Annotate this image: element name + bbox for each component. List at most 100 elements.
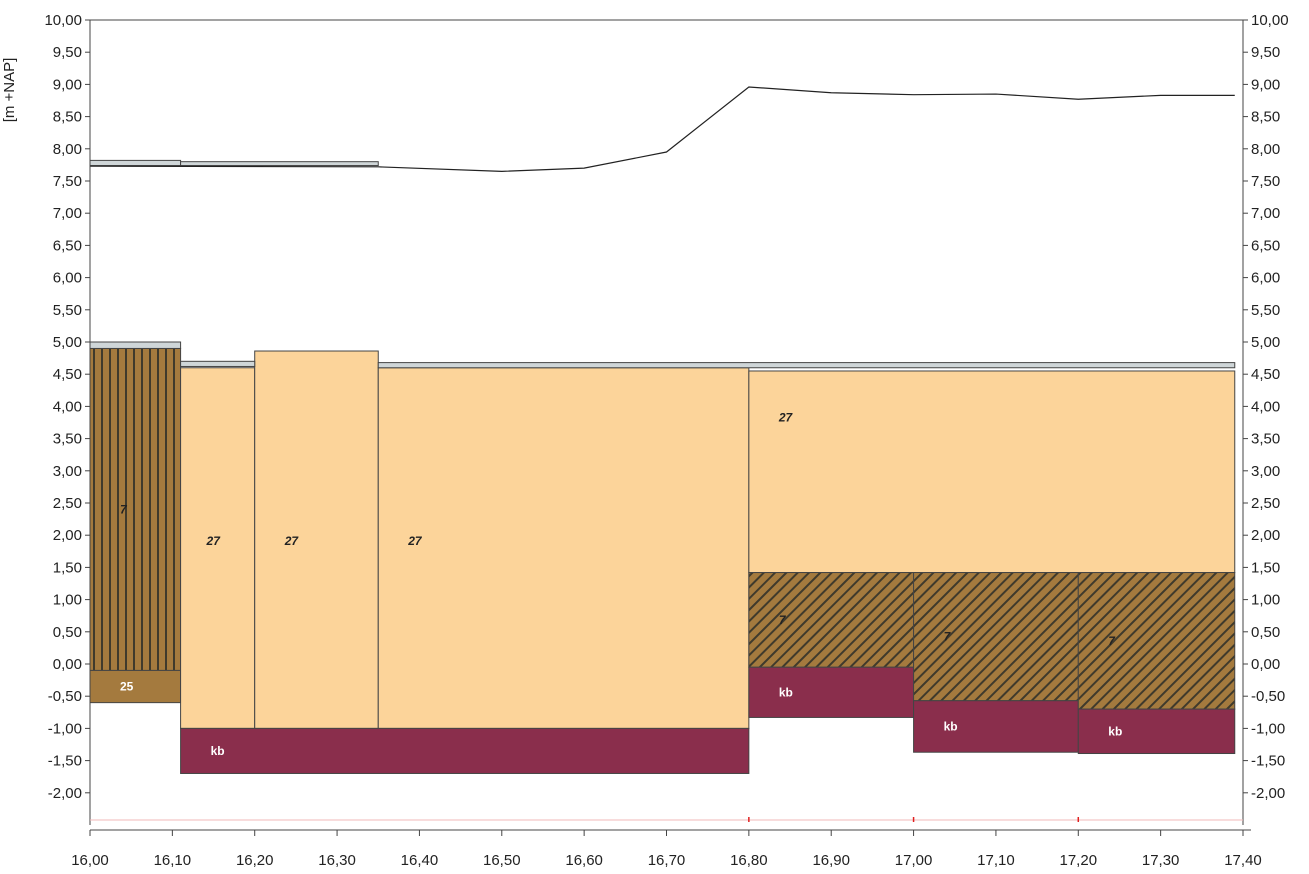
y-tick-label-right-16: 2,00 bbox=[1251, 527, 1280, 544]
y-tick-label-left-9: 5,50 bbox=[53, 302, 82, 319]
soil-layer-10 bbox=[913, 700, 1079, 753]
x-tick-label-12: 17,20 bbox=[1060, 852, 1098, 869]
y-tick-label-left-4: 8,00 bbox=[53, 141, 82, 158]
y-tick-label-right-2: 9,00 bbox=[1251, 76, 1280, 93]
y-tick-label-right-10: 5,00 bbox=[1251, 334, 1280, 351]
soil-layer-9 bbox=[913, 572, 1079, 702]
x-tick-label-7: 16,70 bbox=[648, 852, 686, 869]
y-tick-label-right-3: 8,50 bbox=[1251, 109, 1280, 126]
y-tick-label-left-14: 3,00 bbox=[53, 463, 82, 480]
y-tick-label-right-6: 7,00 bbox=[1251, 205, 1280, 222]
y-tick-label-left-8: 6,00 bbox=[53, 270, 82, 287]
thin-strip-4 bbox=[377, 362, 1236, 369]
y-tick-label-left-15: 2,50 bbox=[53, 495, 82, 512]
y-tick-label-left-3: 8,50 bbox=[53, 109, 82, 126]
soil-layer-1 bbox=[89, 669, 182, 704]
thin-strips bbox=[89, 159, 1236, 369]
x-tick-label-0: 16,00 bbox=[71, 852, 109, 869]
x-tick-label-4: 16,40 bbox=[401, 852, 439, 869]
y-tick-label-left-19: 0,50 bbox=[53, 624, 82, 641]
y-tick-label-right-1: 9,50 bbox=[1251, 44, 1280, 61]
soil-layer-6 bbox=[748, 370, 1236, 574]
y-tick-label-left-0: 10,00 bbox=[44, 12, 82, 29]
x-tick-label-3: 16,30 bbox=[318, 852, 356, 869]
y-tick-label-right-5: 7,50 bbox=[1251, 173, 1280, 190]
soil-layer-7 bbox=[748, 572, 915, 668]
y-tick-label-left-21: -0,50 bbox=[48, 688, 82, 705]
soil-layer-2 bbox=[180, 367, 256, 729]
soil-layer-3 bbox=[254, 350, 379, 729]
layer-label-12: kb bbox=[1108, 724, 1122, 738]
surface-line bbox=[89, 86, 1235, 172]
y-tick-label-right-12: 4,00 bbox=[1251, 398, 1280, 415]
y-tick-label-left-1: 9,50 bbox=[53, 44, 82, 61]
y-tick-label-right-18: 1,00 bbox=[1251, 592, 1280, 609]
soil-layers bbox=[89, 347, 1236, 774]
layer-label-11: 7 bbox=[1108, 634, 1116, 648]
y-tick-label-right-24: -2,00 bbox=[1251, 785, 1285, 802]
layer-label-8: kb bbox=[779, 685, 793, 699]
y-tick-label-left-10: 5,00 bbox=[53, 334, 82, 351]
layer-labels: 7 25 27 27 27 kb 27 7 kb 7 kb 7 kb bbox=[120, 410, 1122, 758]
y-tick-label-right-7: 6,50 bbox=[1251, 237, 1280, 254]
x-tick-label-6: 16,60 bbox=[565, 852, 603, 869]
layer-label-1: 25 bbox=[120, 680, 134, 694]
x-tick-label-11: 17,10 bbox=[977, 852, 1015, 869]
y-tick-label-left-7: 6,50 bbox=[53, 237, 82, 254]
y-tick-label-left-6: 7,00 bbox=[53, 205, 82, 222]
y-tick-label-left-16: 2,00 bbox=[53, 527, 82, 544]
y-tick-label-left-2: 9,00 bbox=[53, 76, 82, 93]
y-tick-label-right-11: 4,50 bbox=[1251, 366, 1280, 383]
soil-layer-0 bbox=[89, 347, 182, 671]
y-tick-label-right-21: -0,50 bbox=[1251, 688, 1285, 705]
y-tick-label-left-12: 4,00 bbox=[53, 398, 82, 415]
layer-label-6: 27 bbox=[778, 410, 794, 424]
y-tick-label-left-22: -1,00 bbox=[48, 720, 82, 737]
y-tick-label-right-14: 3,00 bbox=[1251, 463, 1280, 480]
y-tick-label-right-22: -1,00 bbox=[1251, 720, 1285, 737]
thin-strip-3 bbox=[180, 360, 256, 367]
y-tick-label-right-0: 10,00 bbox=[1251, 12, 1289, 29]
surface-line-group bbox=[89, 86, 1235, 172]
layer-label-4: 27 bbox=[407, 534, 423, 548]
layer-label-2: 27 bbox=[206, 534, 222, 548]
thin-strip-0 bbox=[89, 159, 182, 167]
x-tick-label-1: 16,10 bbox=[154, 852, 192, 869]
thin-strip-2 bbox=[89, 341, 182, 349]
layer-label-9: 7 bbox=[944, 630, 952, 644]
axes: 10,00 10,00 9,50 9,50 9,00 9,00 8,50 8,50 8,00 8,… bbox=[44, 12, 1288, 869]
x-tick-label-10: 17,00 bbox=[895, 852, 933, 869]
layer-label-7: 7 bbox=[779, 613, 787, 627]
y-tick-label-right-17: 1,50 bbox=[1251, 559, 1280, 576]
y-axis-title: [m +NAP] bbox=[1, 58, 18, 123]
layer-label-5: kb bbox=[211, 744, 225, 758]
x-tick-label-13: 17,30 bbox=[1142, 852, 1180, 869]
x-tick-label-8: 16,80 bbox=[730, 852, 768, 869]
y-tick-label-right-4: 8,00 bbox=[1251, 141, 1280, 158]
soil-layer-4 bbox=[377, 367, 750, 729]
y-tick-label-left-11: 4,50 bbox=[53, 366, 82, 383]
y-tick-label-left-17: 1,50 bbox=[53, 559, 82, 576]
y-tick-label-left-23: -1,50 bbox=[48, 753, 82, 770]
y-tick-label-right-15: 2,50 bbox=[1251, 495, 1280, 512]
y-tick-label-left-24: -2,00 bbox=[48, 785, 82, 802]
soil-layer-11 bbox=[1077, 572, 1236, 710]
y-tick-label-left-18: 1,00 bbox=[53, 592, 82, 609]
layer-label-3: 27 bbox=[284, 534, 300, 548]
x-tick-label-5: 16,50 bbox=[483, 852, 521, 869]
y-tick-label-right-13: 3,50 bbox=[1251, 431, 1280, 448]
y-tick-label-left-13: 3,50 bbox=[53, 431, 82, 448]
y-tick-label-right-20: 0,00 bbox=[1251, 656, 1280, 673]
y-tick-label-right-23: -1,50 bbox=[1251, 753, 1285, 770]
thin-strip-1 bbox=[180, 161, 379, 167]
layer-label-10: kb bbox=[944, 719, 958, 733]
soil-layer-8 bbox=[748, 666, 915, 718]
x-tick-label-9: 16,90 bbox=[812, 852, 850, 869]
y-tick-label-right-8: 6,00 bbox=[1251, 270, 1280, 287]
layer-label-0: 7 bbox=[120, 502, 128, 516]
y-tick-label-right-19: 0,50 bbox=[1251, 624, 1280, 641]
y-tick-label-right-9: 5,50 bbox=[1251, 302, 1280, 319]
x-tick-label-2: 16,20 bbox=[236, 852, 274, 869]
x-tick-label-14: 17,40 bbox=[1224, 852, 1262, 869]
